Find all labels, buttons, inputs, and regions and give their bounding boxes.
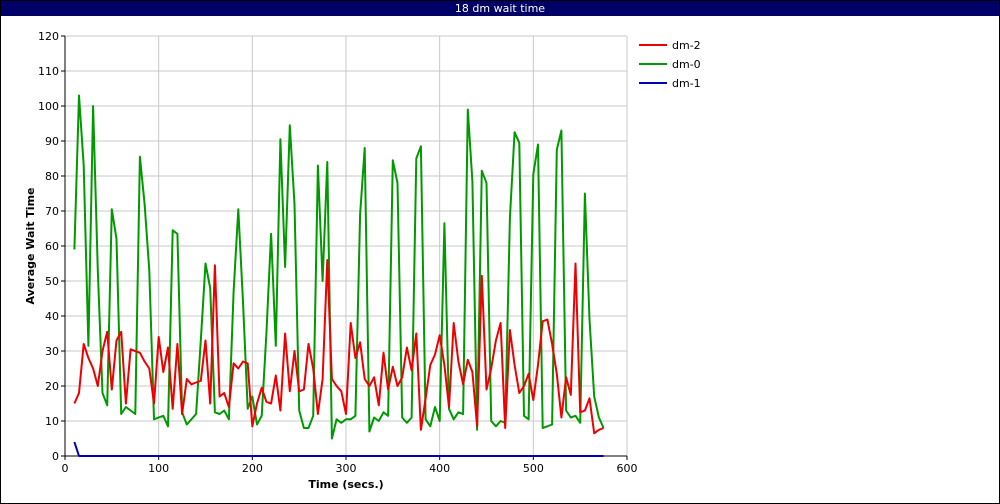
y-tick-label: 90 [45, 135, 59, 148]
series-line-dm-1 [73, 441, 604, 457]
x-tick-label: 500 [523, 462, 544, 475]
y-tick-label: 0 [52, 450, 59, 463]
x-axis-title: Time (secs.) [308, 478, 383, 491]
legend-label-dm-2: dm-2 [672, 39, 701, 52]
y-tick-label: 60 [45, 240, 59, 253]
legend-label-dm-1: dm-1 [672, 77, 701, 90]
x-tick-label: 600 [617, 462, 638, 475]
y-tick-label: 10 [45, 415, 59, 428]
y-tick-label: 110 [38, 65, 59, 78]
x-tick-label: 400 [429, 462, 450, 475]
y-tick-label: 20 [45, 380, 59, 393]
y-tick-label: 80 [45, 170, 59, 183]
series-line-dm-2 [73, 259, 604, 435]
x-tick-label: 0 [62, 462, 69, 475]
y-tick-label: 100 [38, 100, 59, 113]
window-title: 18 dm wait time [1, 1, 999, 16]
x-tick-label: 200 [242, 462, 263, 475]
x-tick-label: 300 [336, 462, 357, 475]
y-tick-label: 70 [45, 205, 59, 218]
x-tick-label: 100 [148, 462, 169, 475]
legend-label-dm-0: dm-0 [672, 58, 701, 71]
y-tick-label: 30 [45, 345, 59, 358]
y-tick-label: 40 [45, 310, 59, 323]
series-line-dm-0 [73, 94, 605, 440]
y-tick-label: 120 [38, 30, 59, 43]
y-tick-label: 50 [45, 275, 59, 288]
y-axis-title: Average Wait Time [24, 188, 37, 305]
